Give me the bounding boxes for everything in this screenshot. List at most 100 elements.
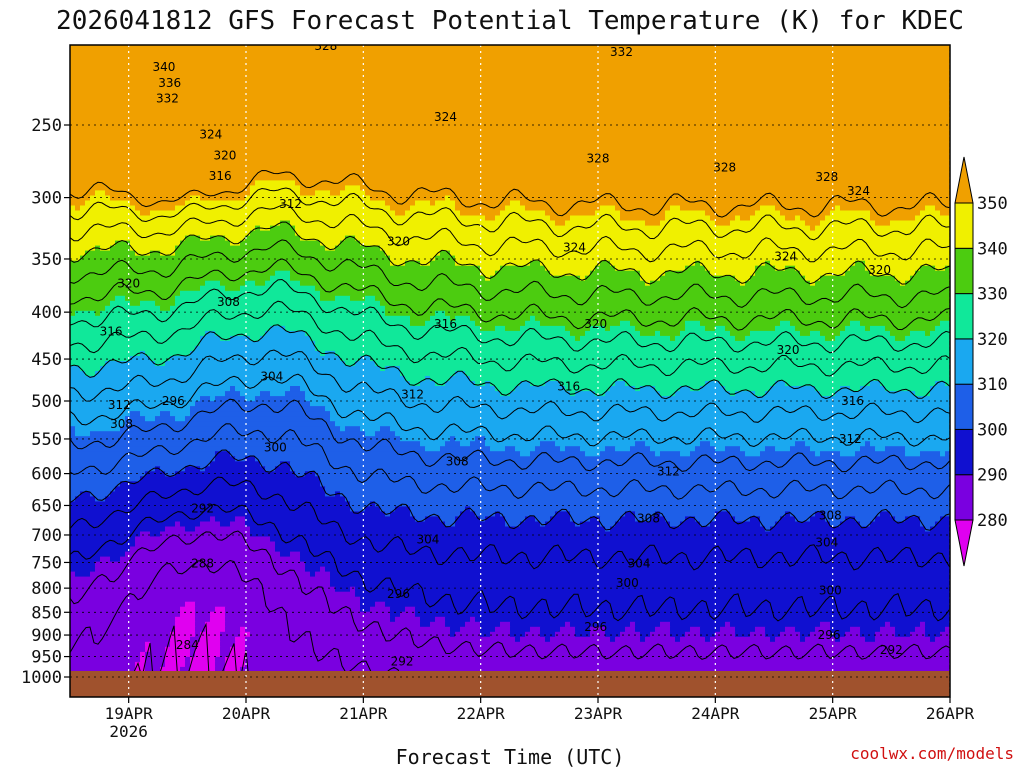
field-cell <box>305 391 501 397</box>
field-cell <box>435 310 446 317</box>
field-cell <box>915 391 931 397</box>
field-cell <box>545 521 576 528</box>
field-cell <box>80 366 101 372</box>
field-cell <box>670 621 726 628</box>
field-cell <box>95 190 106 196</box>
field-cell <box>330 416 950 422</box>
field-cell <box>95 310 101 317</box>
field-cell <box>640 275 661 282</box>
field-cell <box>895 516 906 522</box>
credit-link[interactable]: coolwx.com/models <box>850 744 1014 763</box>
field-cell <box>495 270 551 277</box>
field-cell <box>705 210 756 217</box>
contour-line-348 <box>70 187 950 241</box>
field-cell <box>935 381 946 387</box>
field-cell <box>305 396 950 402</box>
contour-label: 328 <box>587 152 610 166</box>
field-cell <box>470 376 950 382</box>
field-cell <box>300 235 346 242</box>
field-cell <box>175 250 386 257</box>
colorbar-segment <box>954 474 974 521</box>
field-cell <box>745 335 826 342</box>
field-cell <box>615 521 671 528</box>
field-cell <box>210 461 261 467</box>
field-cell <box>370 501 376 507</box>
field-cell <box>615 446 631 452</box>
field-cell <box>175 245 326 252</box>
field-cell <box>265 466 276 472</box>
field-cell <box>890 511 950 517</box>
y-tick-label: 800 <box>31 579 62 599</box>
field-cell <box>625 626 636 633</box>
field-cell <box>475 436 486 442</box>
field-cell <box>700 626 721 633</box>
field-cell <box>385 250 441 257</box>
field-cell <box>815 626 831 633</box>
field-cell <box>345 185 361 191</box>
field-cell <box>385 305 950 312</box>
potential-temperature-fill <box>70 45 950 697</box>
field-cell <box>435 255 456 262</box>
field-cell <box>70 516 211 522</box>
field-cell <box>255 396 306 402</box>
field-cell <box>185 656 191 663</box>
field-cell <box>390 426 950 432</box>
field-cell <box>175 205 391 212</box>
field-cell <box>845 325 866 332</box>
contour-label: 304 <box>260 369 283 383</box>
field-cell <box>330 581 950 588</box>
field-cell <box>70 120 950 126</box>
field-cell <box>165 651 191 658</box>
field-cell <box>350 586 356 593</box>
field-cell <box>520 325 566 332</box>
field-cell <box>285 325 481 332</box>
field-cell <box>850 626 861 633</box>
field-cell <box>810 516 826 522</box>
field-cell <box>945 451 950 457</box>
field-cell <box>660 391 676 397</box>
field-cell <box>880 381 936 387</box>
field-cell <box>555 631 576 638</box>
field-cell <box>360 426 381 432</box>
field-cell <box>260 335 311 342</box>
contour-label: 320 <box>213 149 236 163</box>
field-cell <box>140 210 151 217</box>
field-cell <box>225 235 246 242</box>
field-cell <box>410 506 466 512</box>
field-cell <box>170 636 191 643</box>
field-cell <box>840 330 891 337</box>
field-cell <box>640 270 666 277</box>
field-cell <box>455 260 531 267</box>
field-cell <box>455 371 466 377</box>
field-cell <box>205 621 226 628</box>
field-cell <box>515 636 521 643</box>
field-cell <box>530 626 541 633</box>
field-cell <box>70 130 950 136</box>
field-cell <box>590 270 641 277</box>
field-cell <box>205 330 216 337</box>
field-cell <box>715 511 731 517</box>
field-cell <box>815 225 950 232</box>
field-cell <box>390 606 406 613</box>
field-cell <box>670 205 681 212</box>
field-cell <box>920 516 941 522</box>
field-cell <box>630 446 651 452</box>
field-cell <box>685 265 706 272</box>
field-cell <box>155 300 176 307</box>
field-cell <box>790 446 811 452</box>
field-cell <box>315 471 950 477</box>
field-cell <box>670 626 691 633</box>
field-cell <box>185 416 331 422</box>
field-cell <box>850 320 861 327</box>
field-cell <box>630 621 636 628</box>
field-cell <box>770 386 816 392</box>
field-cell <box>85 371 96 377</box>
contour-label: 316 <box>841 394 864 408</box>
field-cell <box>650 280 741 287</box>
field-cell <box>175 471 296 477</box>
field-cell <box>70 305 106 312</box>
field-cell <box>170 641 191 648</box>
field-cell <box>785 215 796 222</box>
field-cell <box>390 511 411 517</box>
